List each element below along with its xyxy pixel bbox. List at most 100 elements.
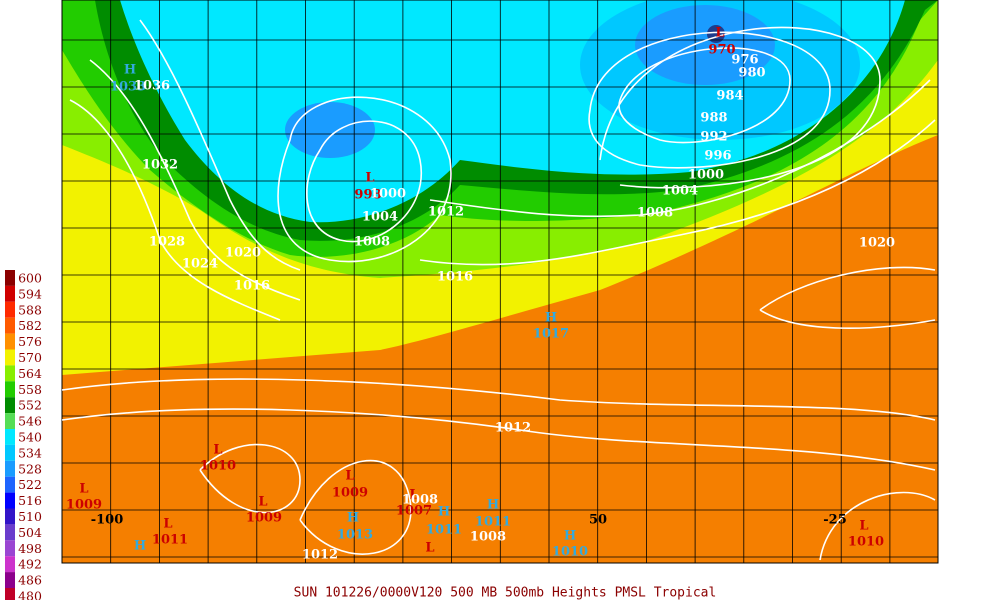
map-label: 980 [738,66,765,81]
caption: SUN 101226/0000V120 500 MB 500mb Heights… [294,586,717,600]
isobar [277,96,452,263]
map-label: 1000 [688,168,724,183]
map-label: L [79,482,88,497]
map-label: 1004 [362,210,398,225]
legend-swatch [5,588,15,600]
map-label: 988 [700,111,727,126]
isobar [299,459,412,555]
map-label: 1000 [370,187,406,202]
map-label: L [258,495,267,510]
map-label: H [134,539,146,554]
legend-label: 564 [18,366,42,381]
map-label: 1020 [859,236,895,251]
map-label: 1008 [354,235,390,250]
map-label: -100 [91,513,124,528]
legend-swatch [5,476,15,493]
legend-swatch [5,444,15,461]
isobar [306,120,423,243]
legend-swatch [5,556,15,573]
map-label: 992 [700,130,727,145]
isobar [69,99,281,321]
map-label: 976 [731,53,758,68]
legend-swatch [5,492,15,509]
legend-swatch [5,317,15,334]
map-label: 1013 [337,528,373,543]
legend-swatch [5,429,15,445]
map-label: 996 [704,149,731,164]
map-label: 984 [716,89,743,104]
isobar [139,19,301,271]
isobar [89,59,301,301]
map-label: 1008 [402,493,438,508]
map-label: 1011 [426,523,462,538]
map-label: 1012 [302,548,338,563]
map-label: 1009 [332,486,368,501]
map-label: 1020 [225,246,261,261]
band-blue-west [285,102,375,158]
map-label: 1009 [66,498,102,513]
legend-label: 552 [18,398,42,413]
map-label: 50 [589,513,607,528]
band-blue [635,5,775,85]
map-label: 1028 [149,235,185,250]
map-label: H [347,511,359,526]
legend-label: 534 [18,445,42,460]
legend-label: 498 [18,541,42,556]
map-label: L [365,171,374,186]
legend-label: 594 [18,286,42,301]
legend-label: 486 [18,573,42,588]
map-label: 1012 [428,205,464,220]
legend-label: 480 [18,589,42,600]
map-label: 1011 [475,515,511,530]
legend-label: 570 [18,350,42,365]
legend-swatch [5,524,15,541]
legend-swatch [5,572,15,588]
legend-label: 600 [18,271,42,286]
lat-lon-grid [61,0,939,564]
map-label: 1011 [152,533,188,548]
map-frame [61,0,939,564]
map-label: 1007 [396,504,432,519]
map-label: 1016 [437,270,473,285]
legend-swatch [5,285,15,302]
isobar [61,408,936,471]
legend-label: 558 [18,382,42,397]
isobar [61,378,936,421]
map-label: L [345,469,354,484]
map-label: -25 [823,513,847,528]
legend-swatch [5,381,15,398]
legend-label: 588 [18,302,42,317]
map-label: H [487,498,499,513]
legend-label: 582 [18,318,42,333]
legend-swatch [5,397,15,414]
legend-label: 528 [18,461,42,476]
legend-swatch [5,301,15,318]
map-label: 1012 [495,421,531,436]
legend-swatch [5,333,15,350]
legend-swatch [5,413,15,429]
map-label: 1036 [134,79,170,94]
map-label: 1008 [637,206,673,221]
map-label: H [438,505,450,520]
legend-label: 492 [18,557,42,572]
map-label: L [425,541,434,556]
legend-label: 510 [18,509,42,524]
map-label: 1010 [552,545,588,560]
map-label: H [564,529,576,544]
legend-label: 546 [18,414,42,429]
legend-label: 522 [18,477,42,492]
isobar [599,26,881,189]
legend-label: 576 [18,334,42,349]
isobar [618,47,791,144]
map-label: 1008 [470,530,506,545]
map-label: L [163,517,172,532]
map-label: 1032 [142,158,178,173]
map-label: 1016 [234,279,270,294]
legend-swatch [5,508,15,525]
map-label: L [859,519,868,534]
legend-swatch [5,270,15,286]
legend-label: 540 [18,430,42,445]
map-label: 1009 [246,511,282,526]
